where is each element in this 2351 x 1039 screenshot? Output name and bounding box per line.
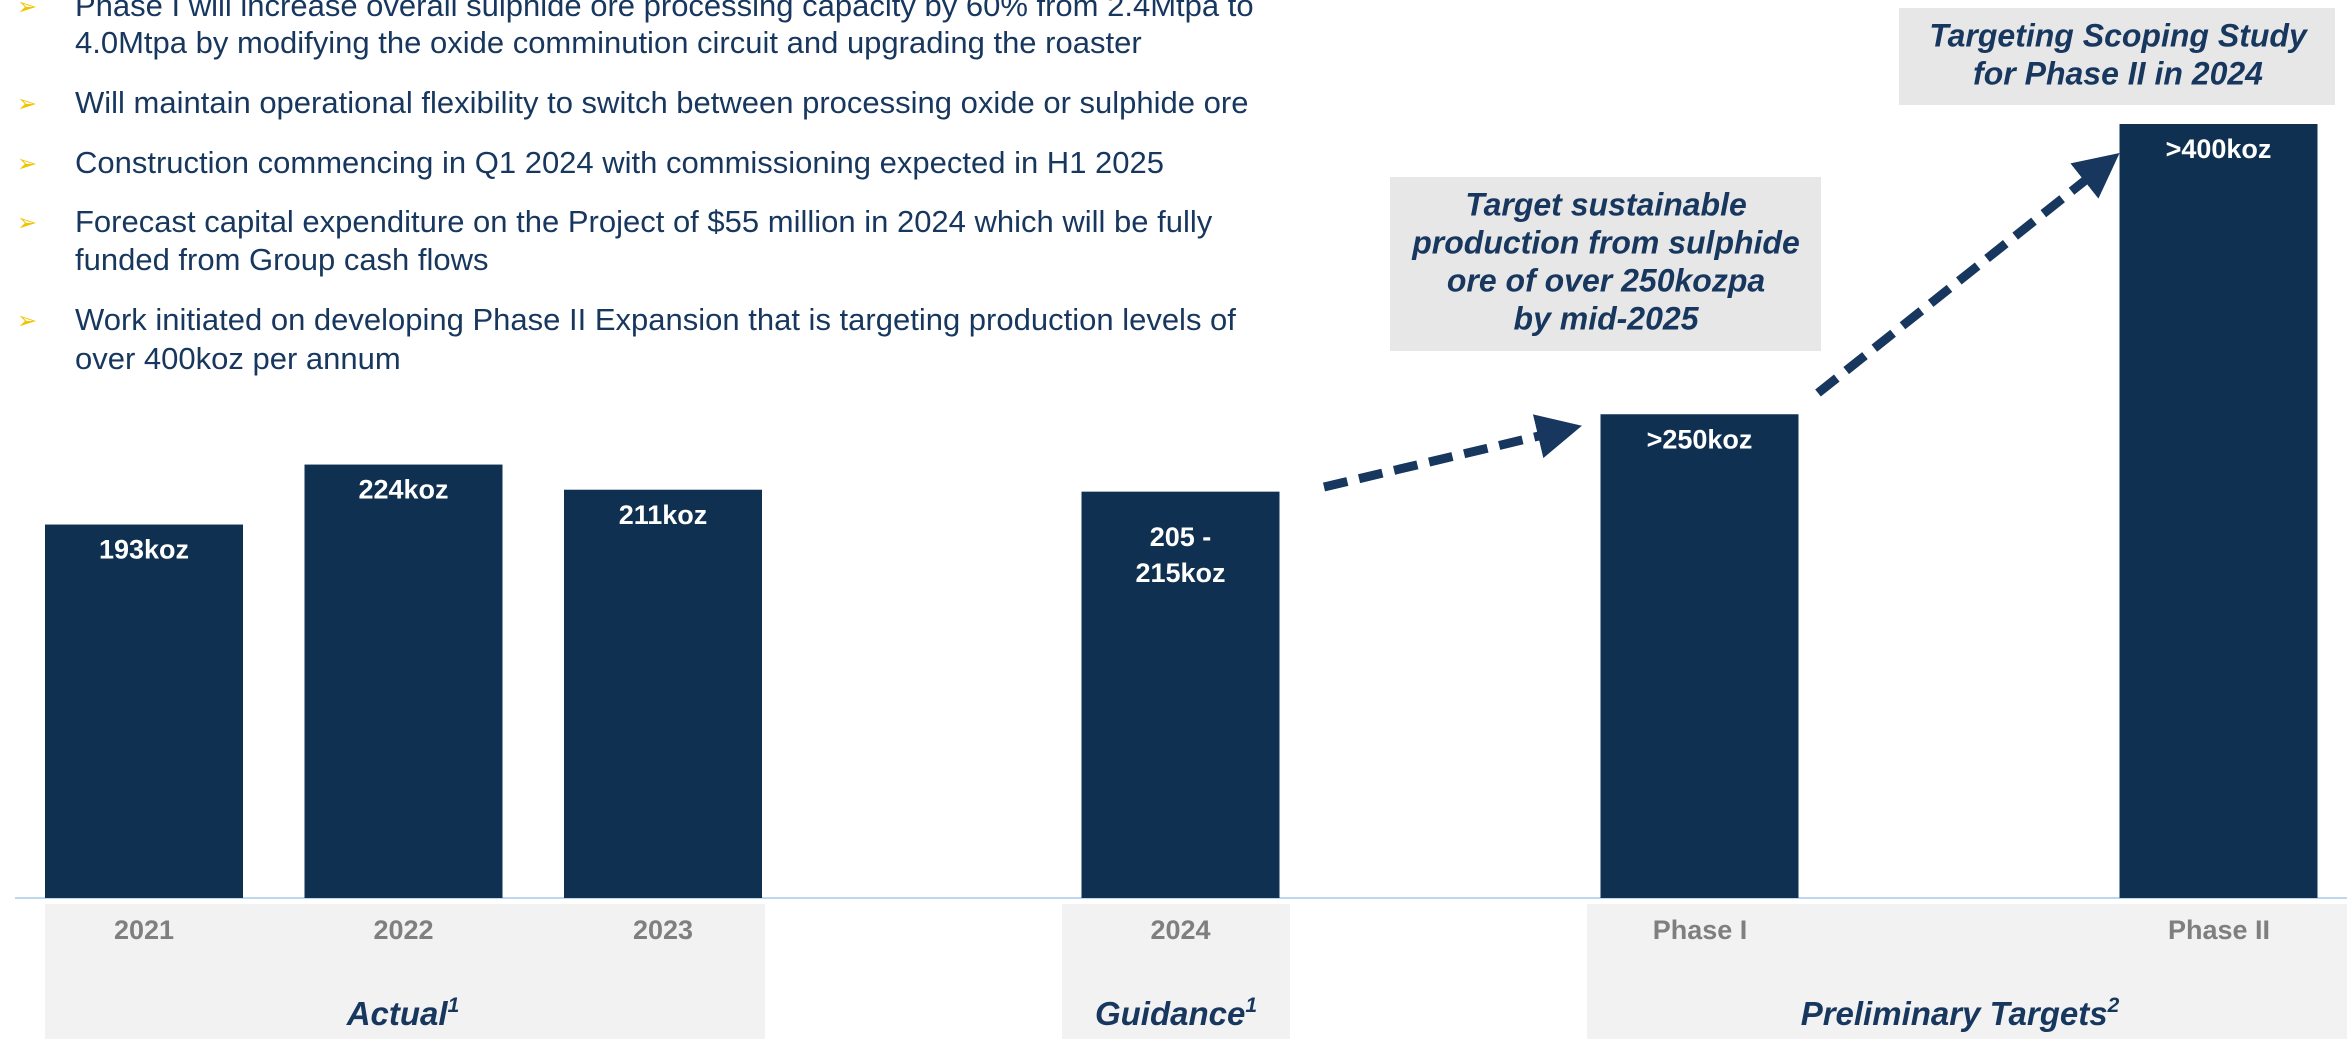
callout-text: ore of over 250kozpa bbox=[1447, 262, 1765, 298]
group-note: 2 bbox=[2107, 994, 2120, 1017]
bullet-text: Phase I will increase overall sulphide o… bbox=[75, 0, 1254, 23]
x-tick-label: 2023 bbox=[633, 915, 693, 945]
group-name: Guidance bbox=[1095, 995, 1245, 1032]
value-label: 205 - bbox=[1150, 522, 1212, 552]
value-label: 224koz bbox=[358, 475, 448, 505]
group-box bbox=[1587, 904, 2347, 1039]
group-note: 1 bbox=[448, 994, 460, 1017]
value-label: 193koz bbox=[99, 535, 189, 565]
value-label: >250koz bbox=[1647, 424, 1753, 454]
callout-text: by mid-2025 bbox=[1514, 300, 1700, 336]
callout-box bbox=[1390, 177, 1821, 351]
x-tick-label: 2021 bbox=[114, 915, 174, 945]
group-note: 1 bbox=[1245, 994, 1257, 1017]
bullet-marker: ➢ bbox=[17, 150, 37, 177]
x-tick-label: Phase I bbox=[1653, 915, 1748, 945]
bullet-text: over 400koz per annum bbox=[75, 341, 401, 376]
group-label: Preliminary Targets2 bbox=[1801, 994, 2120, 1032]
bar bbox=[1600, 414, 1799, 898]
bullet-text: Forecast capital expenditure on the Proj… bbox=[75, 204, 1213, 239]
bullet-marker: ➢ bbox=[17, 90, 37, 117]
group-label: Guidance1 bbox=[1095, 994, 1257, 1032]
group-name: Preliminary Targets bbox=[1801, 995, 2108, 1032]
value-label: >400koz bbox=[2166, 134, 2272, 164]
bar bbox=[564, 489, 762, 898]
bullet-text: Will maintain operational flexibility to… bbox=[75, 85, 1248, 120]
x-tick-label: 2024 bbox=[1150, 915, 1210, 945]
bar bbox=[45, 524, 243, 898]
bar bbox=[2119, 124, 2318, 898]
callout-text: production from sulphide bbox=[1411, 224, 1800, 260]
value-label: 211koz bbox=[619, 500, 708, 530]
arrow bbox=[1815, 152, 2120, 397]
value-label: 215koz bbox=[1135, 558, 1225, 588]
group-name: Actual bbox=[346, 995, 449, 1032]
callout-text: Targeting Scoping Study bbox=[1929, 17, 2309, 53]
arrow bbox=[1322, 414, 1582, 492]
bar bbox=[304, 464, 503, 898]
group-box bbox=[45, 904, 765, 1039]
x-tick-label: 2022 bbox=[373, 915, 433, 945]
bullet-marker: ➢ bbox=[17, 209, 37, 236]
callout-text: for Phase II in 2024 bbox=[1973, 55, 2263, 91]
bullet-text: Construction commencing in Q1 2024 with … bbox=[75, 145, 1164, 180]
bar bbox=[1081, 491, 1280, 898]
callout-text: Target sustainable bbox=[1465, 186, 1747, 222]
callout-box bbox=[1899, 8, 2335, 105]
group-box bbox=[1062, 904, 1290, 1039]
group-label: Actual1 bbox=[346, 994, 460, 1032]
bullet-text: Work initiated on developing Phase II Ex… bbox=[75, 302, 1236, 337]
bullet-marker: ➢ bbox=[17, 0, 37, 20]
x-tick-label: Phase II bbox=[2168, 915, 2270, 945]
bullet-text: funded from Group cash flows bbox=[75, 242, 489, 277]
bullet-text: 4.0Mtpa by modifying the oxide comminuti… bbox=[75, 25, 1142, 60]
bullet-marker: ➢ bbox=[17, 307, 37, 334]
